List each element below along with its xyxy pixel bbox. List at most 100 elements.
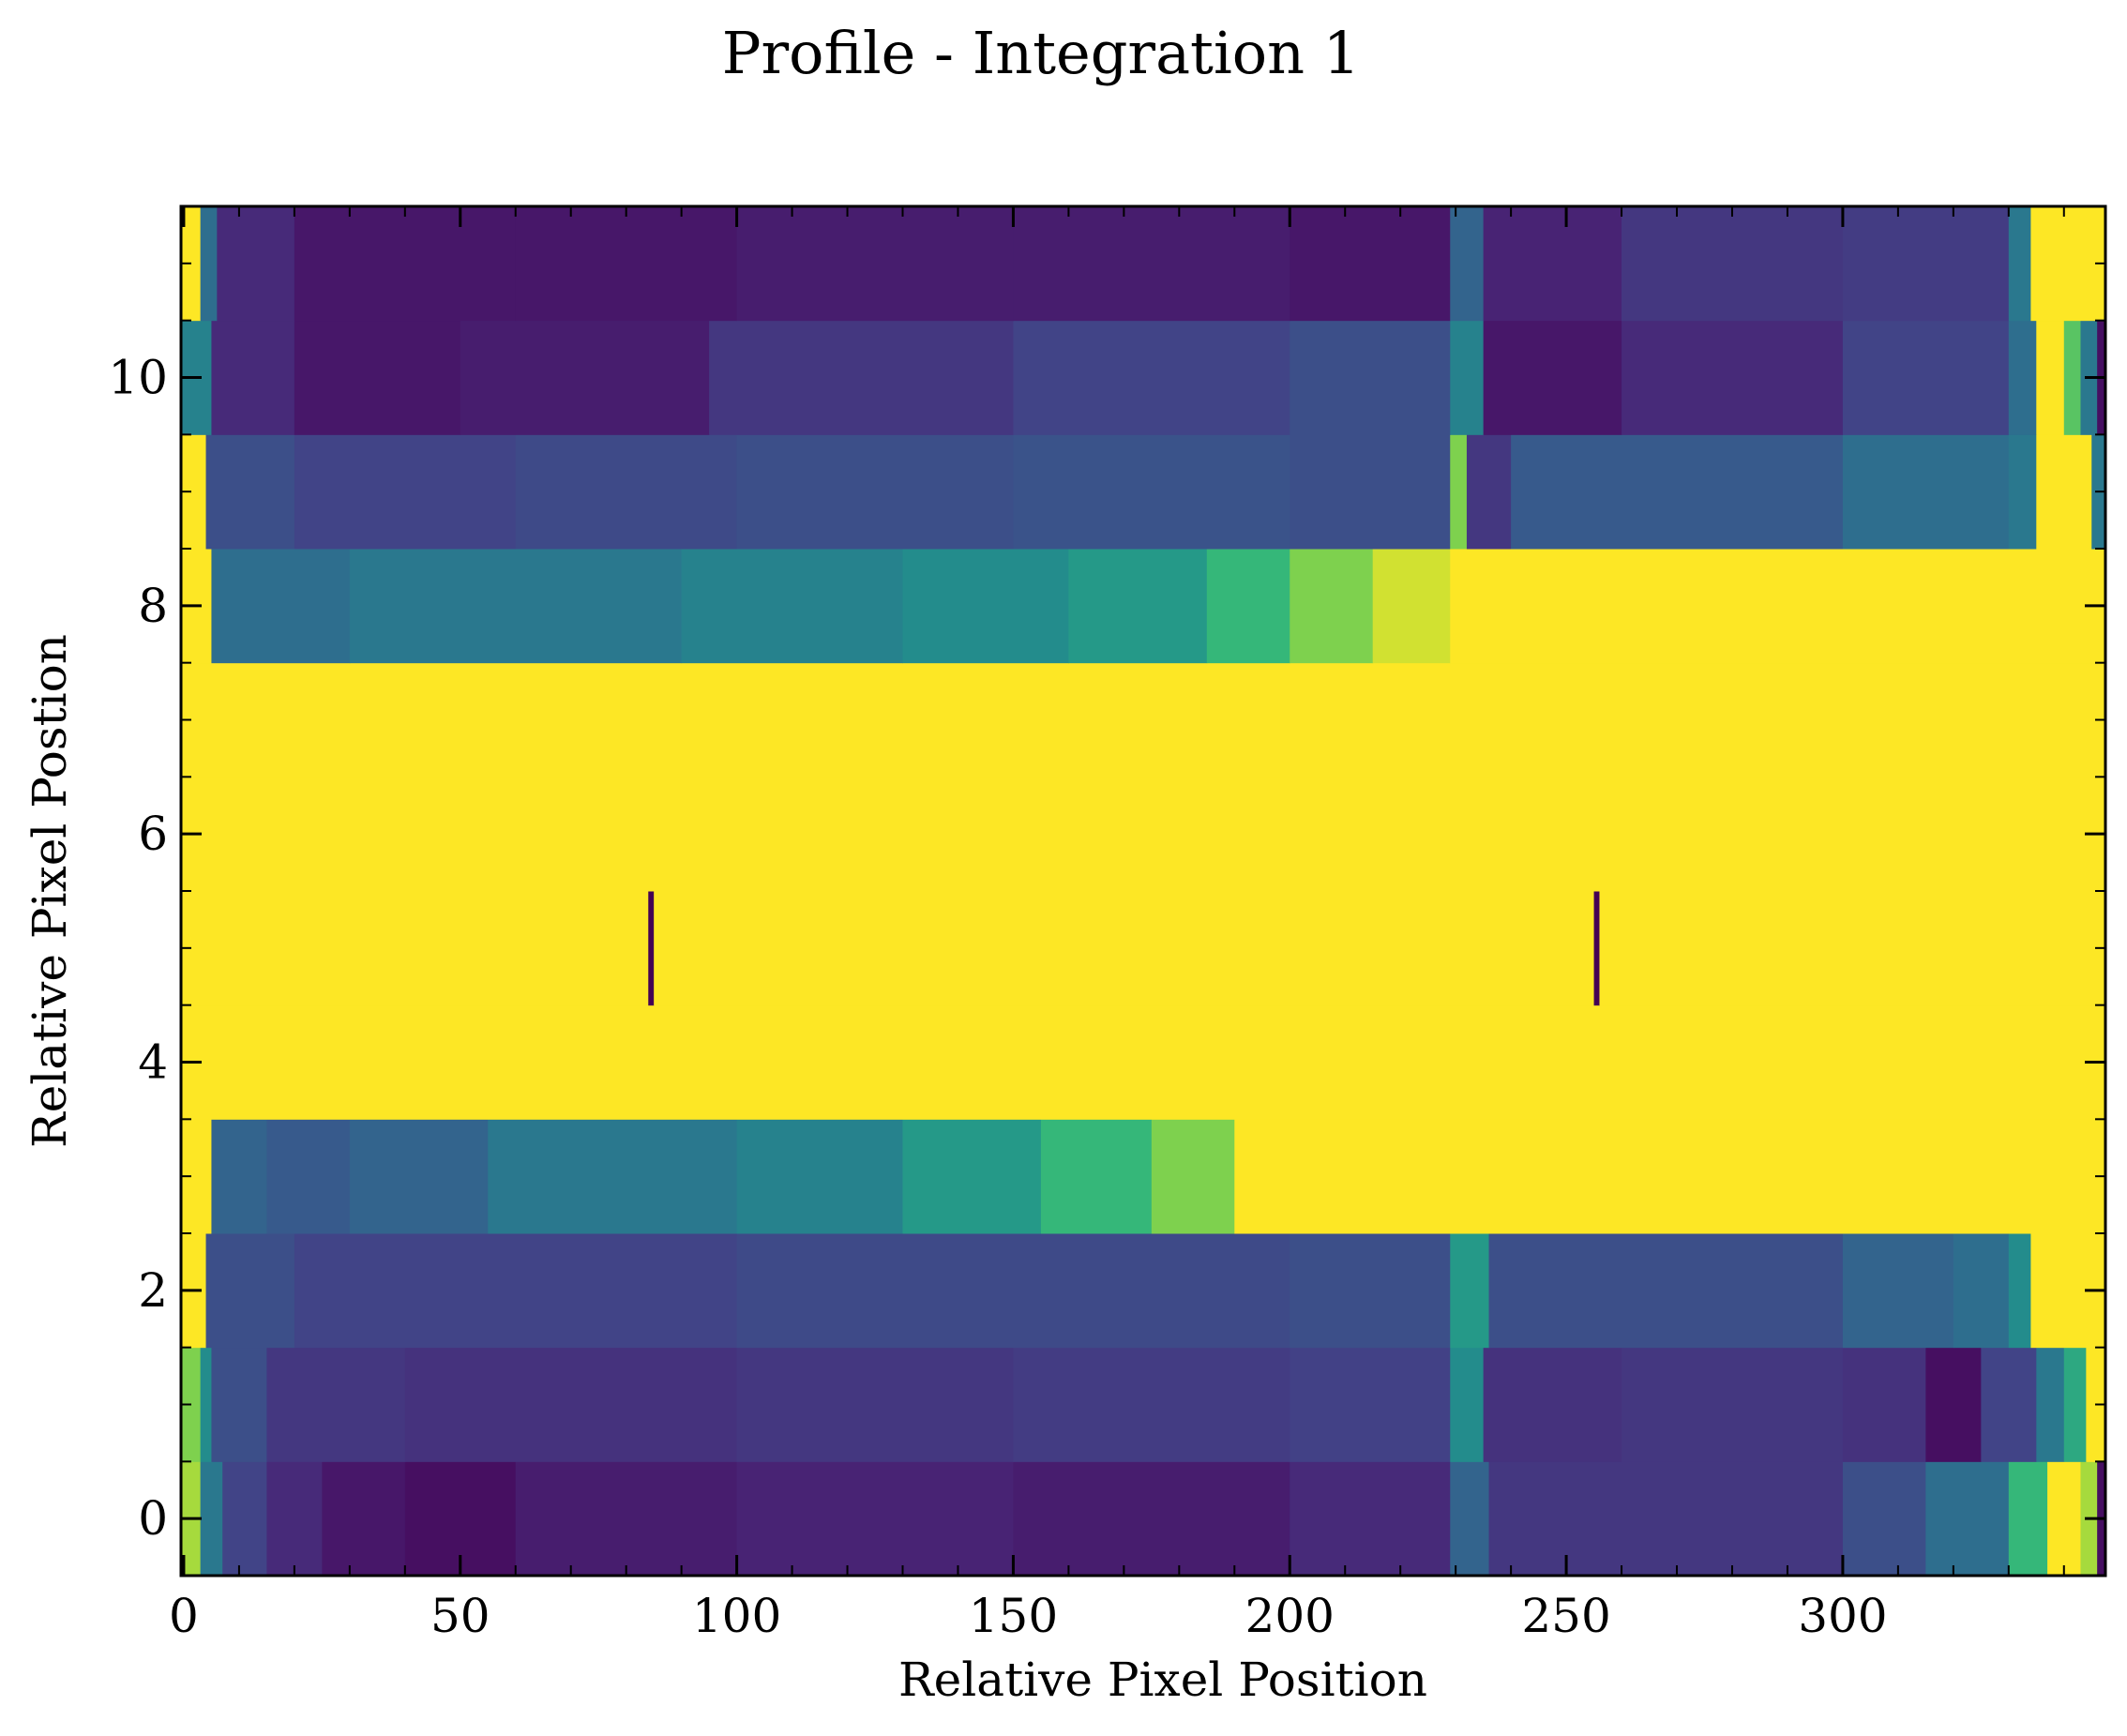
x-tick-label: 50 xyxy=(430,1589,490,1643)
heatmap-cell xyxy=(349,1119,489,1234)
heatmap-cell xyxy=(1290,206,1451,322)
heatmap-cell xyxy=(2008,1461,2048,1577)
heatmap-cell xyxy=(200,1347,212,1462)
heatmap-cell xyxy=(1450,206,1485,322)
heatmap-cell xyxy=(1622,206,1844,322)
heatmap-cell xyxy=(1981,1347,2037,1462)
heatmap-cell xyxy=(222,1461,267,1577)
heatmap-cell xyxy=(515,434,738,550)
heatmap-cell xyxy=(1450,1461,1490,1577)
heatmap-cell xyxy=(2008,434,2037,550)
heatmap-cell xyxy=(266,1461,323,1577)
heatmap-cell xyxy=(2063,320,2081,435)
heatmap-cell xyxy=(1013,206,1290,322)
heatmap-cell xyxy=(515,1461,738,1577)
heatmap-cell xyxy=(211,549,351,664)
heatmap-cell xyxy=(294,320,461,435)
heatmap-cell xyxy=(681,549,903,664)
heatmap-cell xyxy=(2036,1347,2065,1462)
heatmap-cells xyxy=(181,206,2106,1577)
heatmap-cell xyxy=(1013,320,1290,435)
heatmap-cell xyxy=(266,1347,406,1462)
heatmap-cell xyxy=(1151,1119,1235,1234)
heatmap-cell xyxy=(736,1119,903,1234)
heatmap-cell xyxy=(1450,434,1468,550)
heatmap-cell xyxy=(266,1119,351,1234)
heatmap-cell xyxy=(2008,320,2037,435)
heatmap-cell xyxy=(1234,1119,2106,1234)
heatmap-cell xyxy=(322,1461,406,1577)
heatmap-cell xyxy=(709,320,1014,435)
x-tick-label: 300 xyxy=(1798,1589,1887,1643)
heatmap-cell xyxy=(294,206,517,322)
heatmap-cell xyxy=(1013,1461,1290,1577)
heatmap-cell xyxy=(1290,1347,1451,1462)
heatmap-cell xyxy=(1842,1233,1954,1349)
heatmap-cell xyxy=(1450,320,1485,435)
heatmap-cell xyxy=(2063,1347,2087,1462)
heatmap-cell xyxy=(2047,1461,2081,1577)
heatmap-cell xyxy=(294,434,517,550)
heatmap-cell xyxy=(200,206,218,322)
chart-title: Profile - Integration 1 xyxy=(722,19,1360,87)
heatmap-cell xyxy=(205,434,295,550)
y-axis-label: Relative Pixel Postion xyxy=(23,634,77,1148)
heatmap-cell xyxy=(1622,1347,1844,1462)
heatmap-cell xyxy=(736,434,1014,550)
heatmap-cell xyxy=(211,1347,267,1462)
heatmap-cell xyxy=(2030,206,2106,322)
y-tick-label: 2 xyxy=(138,1263,168,1318)
heatmap-cell xyxy=(205,1233,295,1349)
heatmap-cell xyxy=(181,777,2106,892)
heatmap-cell xyxy=(1290,434,1451,550)
heatmap-cell xyxy=(181,891,649,1006)
y-tick-label: 0 xyxy=(138,1491,168,1546)
heatmap-cell xyxy=(1040,1119,1153,1234)
heatmap-cell xyxy=(349,549,683,664)
x-tick-label: 150 xyxy=(969,1589,1058,1643)
x-axis: 0 50 100 150 200 250 300 xyxy=(169,206,2065,1643)
heatmap-cell xyxy=(1842,1347,1926,1462)
heatmap-cell xyxy=(1842,206,2010,322)
x-axis-label: Relative Pixel Position xyxy=(898,1653,1427,1707)
heatmap-cell xyxy=(1953,1233,2010,1349)
heatmap-cell xyxy=(460,320,710,435)
heatmap-cell xyxy=(1013,434,1290,550)
y-tick-label: 10 xyxy=(108,351,168,405)
heatmap-cell xyxy=(1372,549,1451,664)
y-tick-label: 6 xyxy=(138,807,168,861)
heatmap-cell xyxy=(736,1347,1014,1462)
y-tick-label: 4 xyxy=(138,1035,168,1090)
heatmap-cell xyxy=(294,1233,738,1349)
heatmap-cell xyxy=(1842,434,2010,550)
heatmap-cell xyxy=(1290,320,1451,435)
heatmap-cell xyxy=(1450,1347,1485,1462)
heatmap-cell xyxy=(1450,1233,1490,1349)
heatmap-cell xyxy=(1483,1347,1622,1462)
heatmap-cell xyxy=(1842,320,2010,435)
heatmap-cell xyxy=(1290,549,1374,664)
heatmap-cell xyxy=(1842,1461,1926,1577)
heatmap-cell xyxy=(736,1233,1290,1349)
heatmap-cell xyxy=(902,549,1069,664)
heatmap-cell xyxy=(181,662,2106,777)
heatmap-cell xyxy=(1290,1461,1451,1577)
heatmap-cell xyxy=(1450,549,2106,664)
heatmap-cell xyxy=(1466,434,1512,550)
heatmap-cell xyxy=(404,1347,738,1462)
heatmap-cell xyxy=(1925,1461,2010,1577)
heatmap-cell xyxy=(654,891,1595,1006)
x-tick-label: 250 xyxy=(1521,1589,1610,1643)
heatmap-cell xyxy=(2036,320,2065,435)
heatmap-cell xyxy=(736,206,1014,322)
heatmap-cell xyxy=(1013,1347,1290,1462)
heatmap-cell xyxy=(2036,434,2092,550)
heatmap-cell xyxy=(211,1119,267,1234)
heatmap-cell xyxy=(217,206,295,322)
heatmap-cell xyxy=(181,1004,2106,1120)
heatmap-cell xyxy=(1068,549,1208,664)
heatmap-cell xyxy=(1206,549,1290,664)
heatmap-cell xyxy=(1593,891,1600,1006)
heatmap-cell xyxy=(1488,1233,1844,1349)
